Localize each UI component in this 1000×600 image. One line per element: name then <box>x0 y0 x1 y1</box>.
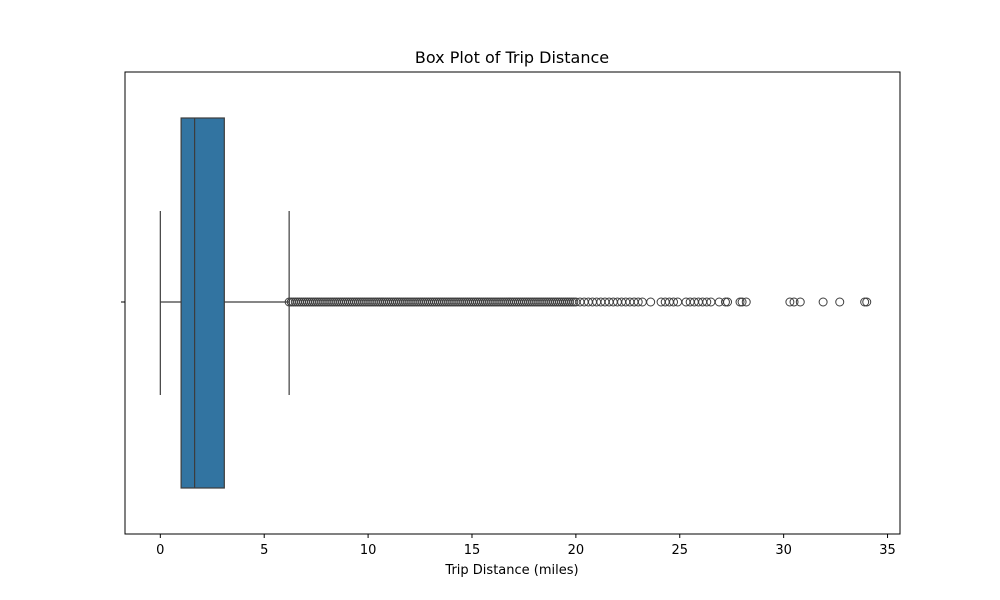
x-tick-label: 5 <box>260 543 268 558</box>
x-tick-label: 0 <box>156 543 164 558</box>
outlier-point <box>862 297 872 307</box>
outlier-point <box>633 297 643 307</box>
x-tick-label: 35 <box>879 543 896 558</box>
x-tick-label: 25 <box>671 543 688 558</box>
x-tick-label: 20 <box>568 543 585 558</box>
plot-area <box>159 117 872 489</box>
plot-frame <box>124 71 901 535</box>
outlier-point <box>741 297 751 307</box>
x-tick-label: 15 <box>464 543 481 558</box>
x-tick-label: 10 <box>360 543 377 558</box>
outlier-point <box>646 297 656 307</box>
box-iqr <box>180 117 225 489</box>
x-axis: 0 5 10 15 20 25 30 35 <box>156 534 896 558</box>
outlier-point <box>795 297 805 307</box>
outlier-point <box>835 297 845 307</box>
outlier-point <box>735 297 745 307</box>
outlier-point <box>789 297 799 307</box>
outlier-point <box>669 297 679 307</box>
outlier-point <box>720 297 730 307</box>
chart-title: Box Plot of Trip Distance <box>415 48 609 67</box>
outlier-point <box>818 297 828 307</box>
outlier-point <box>723 297 733 307</box>
x-axis-label: Trip Distance (miles) <box>444 563 578 578</box>
outlier-point <box>860 297 870 307</box>
outlier-point <box>702 297 712 307</box>
x-tick-label: 30 <box>775 543 792 558</box>
outlier-point <box>785 297 795 307</box>
outlier-point <box>737 297 747 307</box>
